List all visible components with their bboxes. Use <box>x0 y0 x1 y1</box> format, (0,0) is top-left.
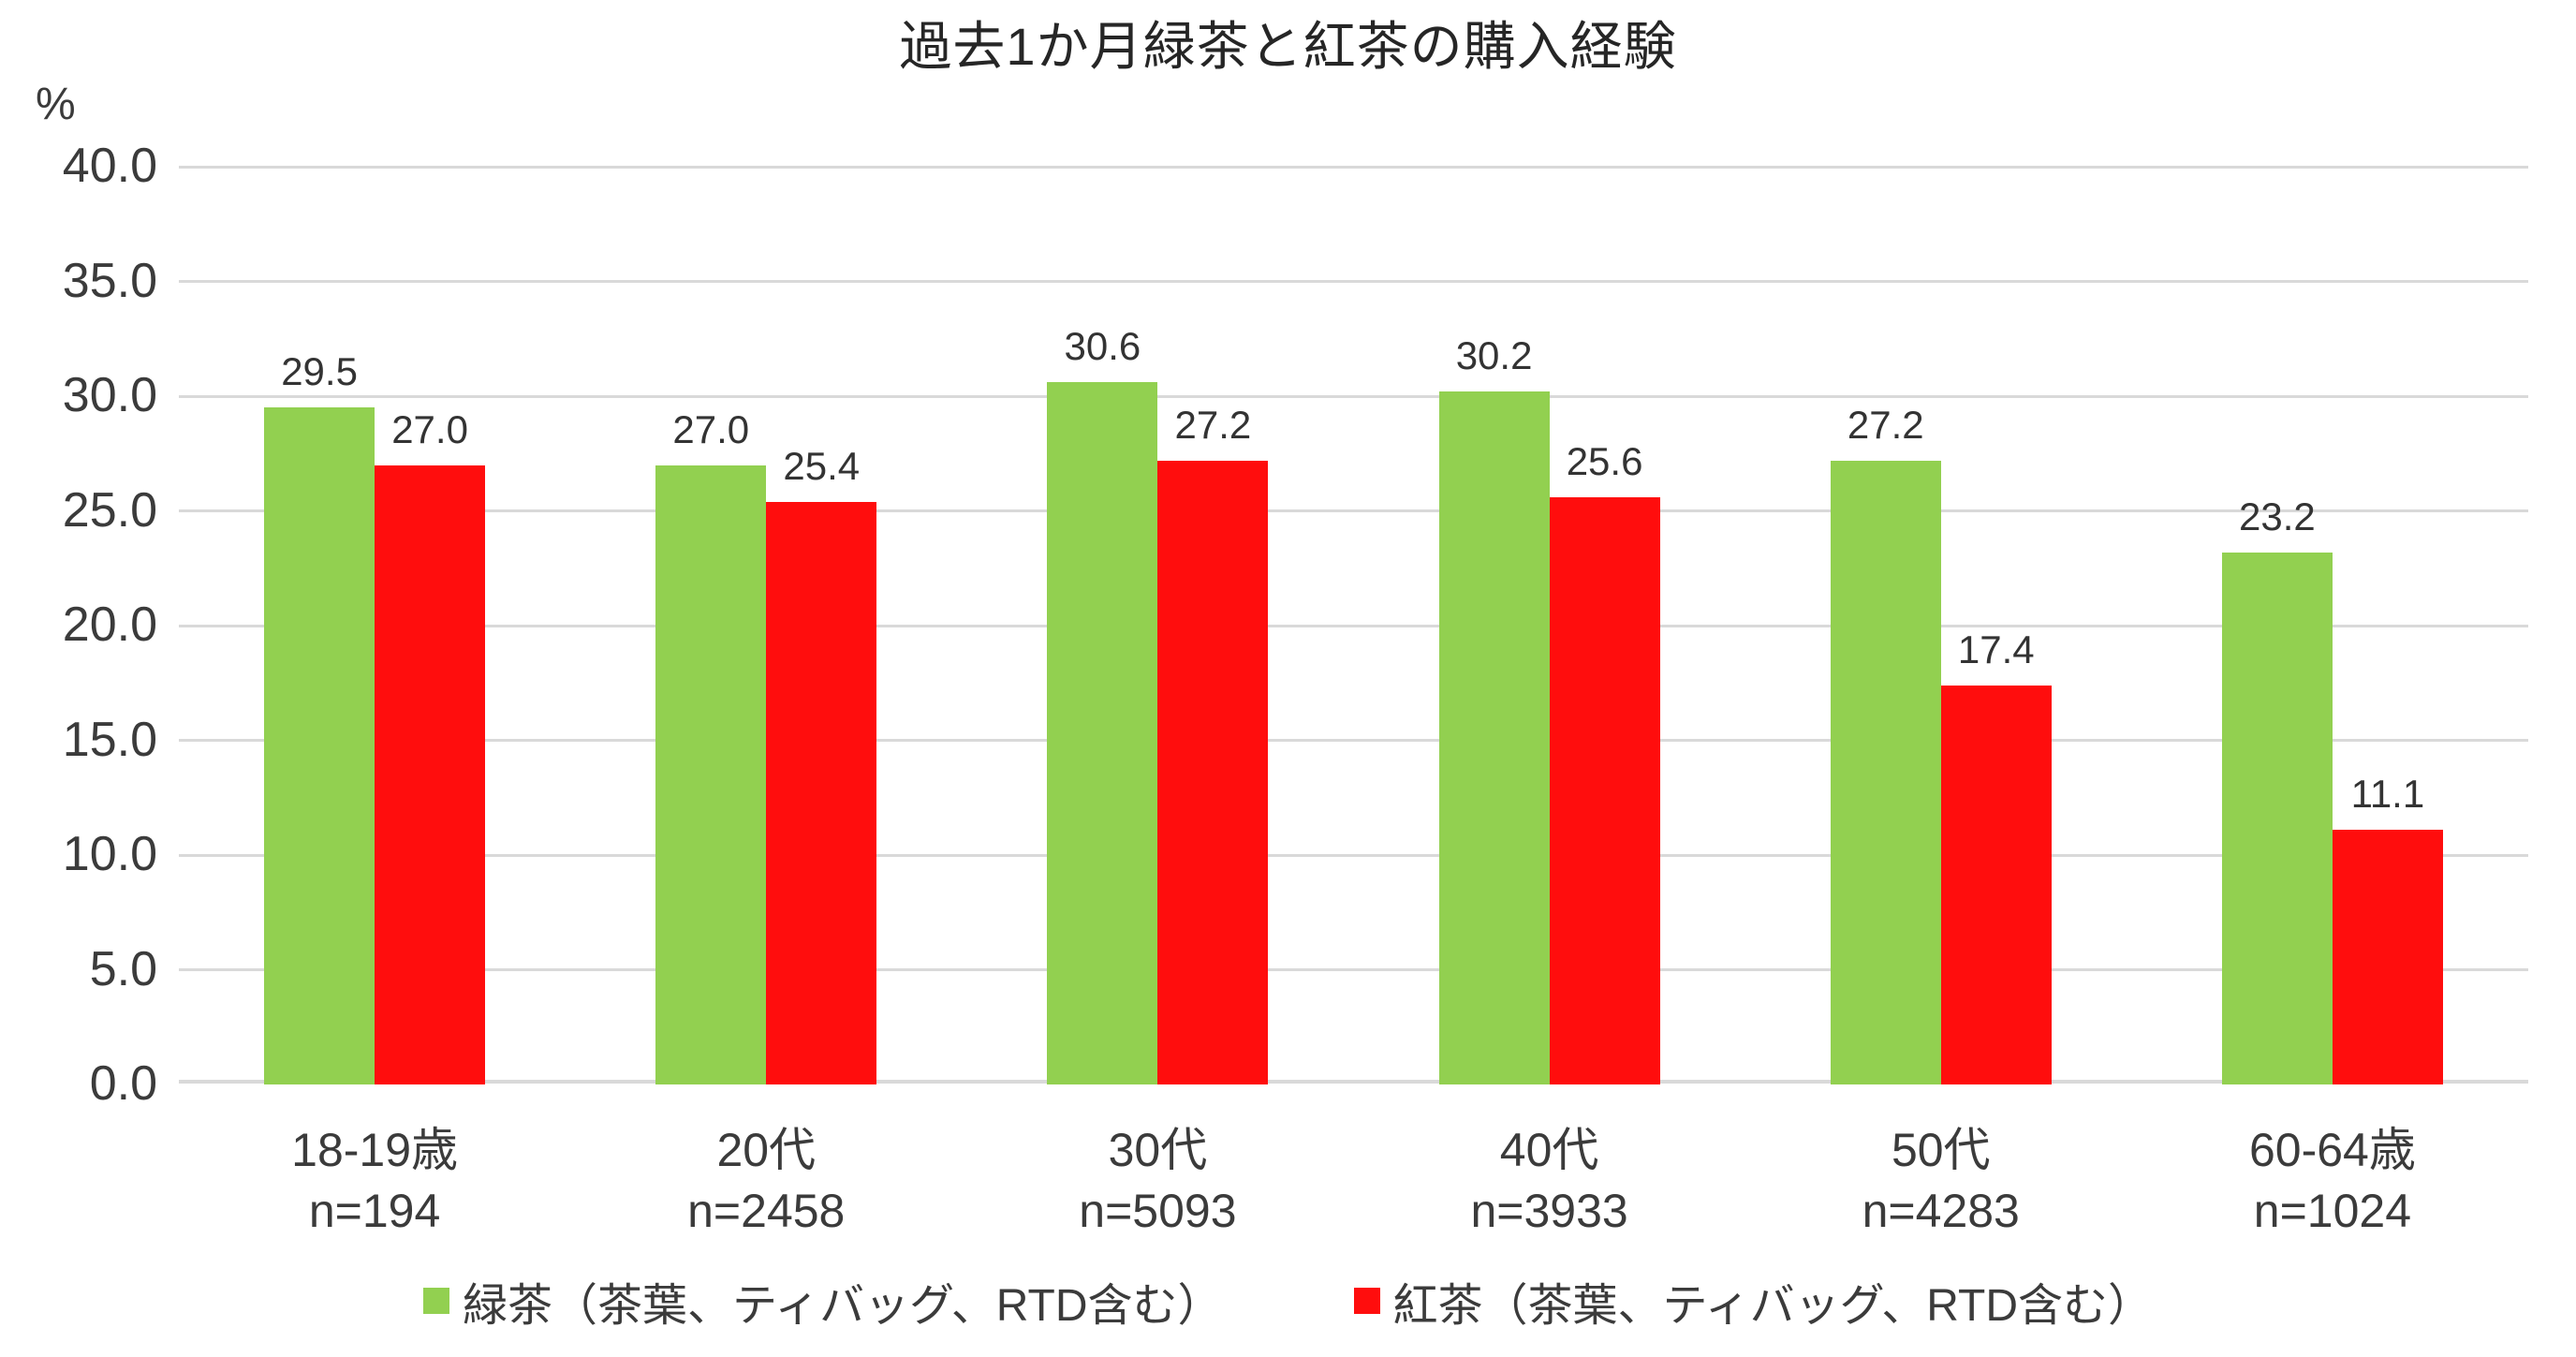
x-category-n: n=3933 <box>1470 1185 1628 1237</box>
x-category-label: 20代 n=2458 <box>687 1120 845 1242</box>
y-axis-unit-label: % <box>36 80 76 129</box>
bar-series-1-cat-3 <box>1047 382 1158 1084</box>
x-category-name: 40代 <box>1499 1124 1599 1176</box>
legend-swatch-icon <box>1353 1288 1380 1314</box>
bar-series-1-cat-4 <box>1438 391 1550 1084</box>
legend-label: 紅茶（茶葉、ティバッグ、RTD含む） <box>1392 1281 2154 1331</box>
value-label: 25.6 <box>1566 438 1643 483</box>
value-label: 30.6 <box>1064 324 1141 369</box>
y-tick-label: 15.0 <box>62 712 157 767</box>
x-category-n: n=1024 <box>2253 1185 2412 1237</box>
value-label: 11.1 <box>2350 772 2425 817</box>
x-category-label: 40代 n=3933 <box>1470 1120 1627 1242</box>
y-tick-label: 35.0 <box>62 253 157 308</box>
bar-series-2-cat-2 <box>766 501 877 1084</box>
value-label: 27.2 <box>1174 402 1252 447</box>
bar-series-1-cat-5 <box>1830 460 1941 1084</box>
y-tick-label: 25.0 <box>62 482 157 538</box>
gridline <box>179 968 2528 971</box>
gridline <box>179 509 2528 512</box>
x-category-name: 30代 <box>1108 1124 1208 1176</box>
gridline <box>179 624 2528 627</box>
y-tick-label: 40.0 <box>62 138 157 193</box>
value-label: 30.2 <box>1455 333 1533 378</box>
x-category-label: 60-64歳 n=1024 <box>2249 1120 2416 1242</box>
chart-title: 過去1か月緑茶と紅茶の購入経験 <box>899 17 1677 76</box>
x-category-n: n=2458 <box>687 1185 846 1237</box>
legend-item-series-2: 紅茶（茶葉、ティバッグ、RTD含む） <box>1353 1268 2154 1334</box>
value-label: 25.4 <box>783 443 861 488</box>
bar-series-2-cat-5 <box>1940 685 2052 1084</box>
x-category-n: n=194 <box>308 1185 441 1237</box>
gridline <box>179 853 2528 857</box>
x-category-n: n=4283 <box>1862 1185 2020 1237</box>
bar-series-2-cat-4 <box>1549 496 1660 1084</box>
legend-item-series-1: 緑茶（茶葉、ティバッグ、RTD含む） <box>422 1268 1223 1334</box>
bar-series-1-cat-6 <box>2221 552 2333 1084</box>
gridline <box>179 280 2528 283</box>
y-tick-label: 5.0 <box>89 941 157 996</box>
bar-series-2-cat-6 <box>2332 830 2443 1084</box>
legend-label: 緑茶（茶葉、ティバッグ、RTD含む） <box>462 1281 1223 1331</box>
bar-series-1-cat-1 <box>264 407 375 1084</box>
value-label: 27.0 <box>391 406 468 451</box>
x-category-label: 18-19歳 n=194 <box>291 1120 458 1242</box>
x-axis-line <box>179 1079 2528 1084</box>
bar-series-2-cat-1 <box>375 465 486 1084</box>
gridline <box>179 165 2528 169</box>
x-category-n: n=5093 <box>1079 1185 1237 1237</box>
value-label: 23.2 <box>2239 494 2316 538</box>
plot-area: 29.5 27.0 27.0 25.4 30.6 27.2 30.2 25.6 27.2 17.4… <box>179 165 2528 1084</box>
x-category-label: 30代 n=5093 <box>1079 1120 1236 1242</box>
bar-series-2-cat-3 <box>1157 460 1269 1084</box>
y-tick-label: 0.0 <box>89 1055 157 1111</box>
x-category-name: 60-64歳 <box>2248 1124 2416 1176</box>
x-category-name: 50代 <box>1891 1124 1991 1176</box>
y-tick-label: 30.0 <box>62 367 157 422</box>
value-label: 29.5 <box>281 349 358 394</box>
value-label: 17.4 <box>1957 627 2035 671</box>
legend-swatch-icon <box>422 1288 449 1314</box>
gridline <box>179 394 2528 398</box>
value-label: 27.0 <box>672 406 750 451</box>
y-tick-label: 20.0 <box>62 597 157 652</box>
value-label: 27.2 <box>1847 402 1924 447</box>
x-category-name: 18-19歳 <box>291 1124 459 1176</box>
y-tick-label: 10.0 <box>62 826 157 881</box>
x-category-label: 50代 n=4283 <box>1862 1120 2020 1242</box>
gridline <box>179 739 2528 742</box>
legend: 緑茶（茶葉、ティバッグ、RTD含む） 紅茶（茶葉、ティバッグ、RTD含む） <box>0 1268 2576 1334</box>
bar-series-1-cat-2 <box>655 465 767 1084</box>
x-category-name: 20代 <box>716 1124 817 1176</box>
